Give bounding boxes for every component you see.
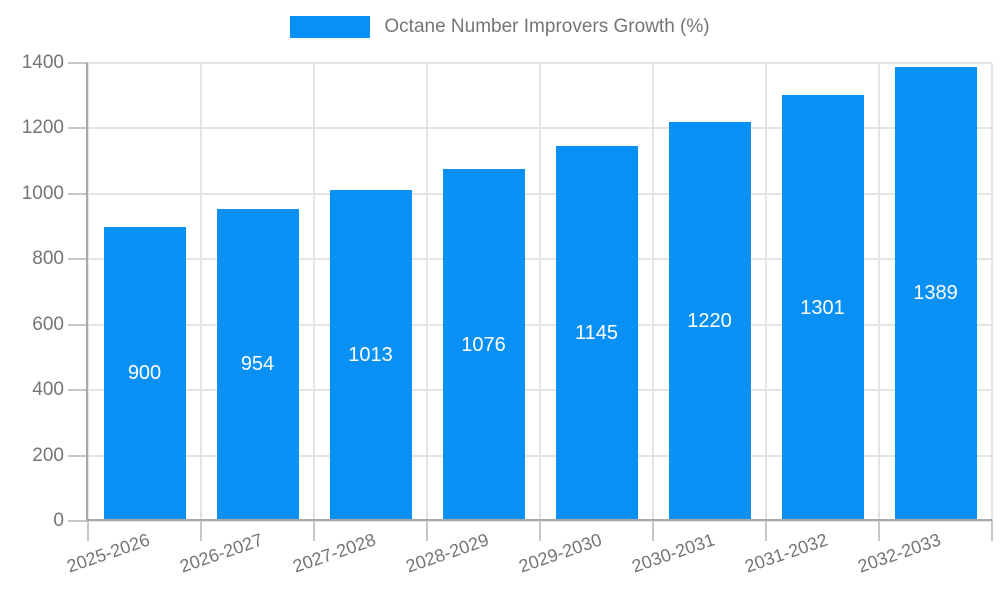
y-axis-tick: [68, 192, 88, 195]
gridline-vertical: [765, 63, 767, 521]
gridline-vertical: [87, 63, 89, 521]
x-axis-tick: [539, 521, 541, 541]
legend-swatch: [290, 16, 371, 38]
bar: 1076: [442, 169, 525, 521]
x-axis-tick: [200, 521, 202, 541]
bar: 1389: [894, 66, 977, 521]
x-axis-tick: [991, 521, 993, 541]
y-axis-tick-label: 0: [53, 510, 64, 531]
bar: 1220: [668, 121, 751, 521]
bar-value-label: 1389: [913, 282, 958, 305]
legend-label: Octane Number Improvers Growth (%): [384, 16, 710, 37]
gridline-vertical: [426, 63, 428, 521]
bar-value-label: 1013: [348, 343, 393, 366]
x-axis-tick: [878, 521, 880, 541]
bar-value-label: 1145: [574, 322, 618, 345]
legend: Octane Number Improvers Growth (%): [0, 16, 1000, 38]
x-axis-tick: [426, 521, 428, 541]
y-axis-line: [86, 63, 88, 521]
y-axis-tick: [68, 62, 88, 64]
y-axis-tick: [68, 454, 88, 457]
y-axis-tick-label: 400: [32, 379, 64, 401]
bar: 954: [216, 208, 299, 521]
x-axis-tick: [765, 521, 767, 541]
x-axis-tick: [87, 521, 89, 541]
gridline-vertical: [313, 63, 315, 521]
y-axis-tick: [68, 127, 88, 130]
y-axis-tick: [68, 323, 88, 326]
bar-value-label: 900: [127, 362, 162, 385]
y-axis-tick: [68, 520, 88, 522]
gridline-vertical: [652, 63, 654, 521]
y-axis-tick: [68, 389, 88, 392]
bar-value-label: 1301: [800, 296, 845, 319]
y-axis-tick-label: 1400: [21, 52, 64, 73]
gridline-vertical: [991, 63, 993, 521]
y-axis-tick-label: 1000: [21, 182, 64, 204]
gridline-vertical: [878, 63, 880, 521]
x-axis-line: [86, 519, 992, 521]
x-axis-tick: [313, 521, 315, 541]
y-axis-tick-label: 800: [32, 248, 64, 270]
y-axis-tick: [68, 258, 88, 261]
bar-value-label: 1076: [461, 333, 506, 356]
y-axis-tick-label: 600: [32, 313, 64, 335]
x-axis-tick: [652, 521, 654, 541]
bar: 1145: [555, 146, 638, 521]
y-axis-tick-label: 1200: [21, 117, 64, 139]
plot-area: 900 954 1013 1076 1145 1220 1301 1389: [87, 62, 993, 522]
y-axis-tick-label: 200: [32, 444, 64, 466]
bar: 900: [103, 226, 186, 521]
bar: 1013: [329, 189, 412, 521]
gridline-vertical: [539, 63, 541, 521]
bar-value-label: 1220: [687, 309, 732, 332]
bar-value-label: 954: [240, 353, 275, 376]
bar: 1301: [781, 95, 864, 521]
gridline-vertical: [200, 63, 202, 521]
